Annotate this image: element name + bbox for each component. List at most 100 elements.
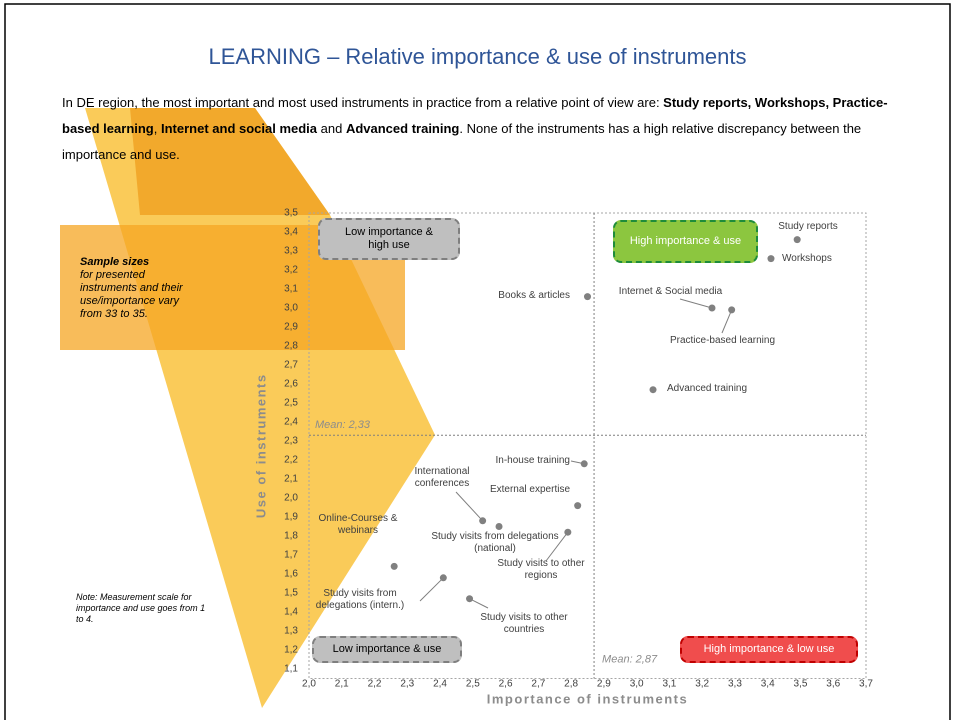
- y-tick-label: 2,2: [284, 455, 298, 466]
- quadrant-label: High importance & low use: [680, 636, 858, 663]
- x-tick-label: 2,2: [368, 679, 382, 690]
- point: [767, 255, 775, 263]
- leader-line: [419, 577, 444, 602]
- y-tick-label: 2,6: [284, 379, 298, 390]
- y-tick-label: 2,9: [284, 322, 298, 333]
- point: [728, 306, 736, 314]
- point: [564, 528, 572, 536]
- sample-note-text: for presented instruments and their use/…: [80, 269, 183, 320]
- y-tick-label: 2,5: [284, 398, 298, 409]
- point: [495, 523, 503, 530]
- slide-frame: [4, 3, 951, 720]
- y-tick-label: 1,3: [284, 626, 298, 637]
- point: [439, 574, 447, 582]
- x-tick-label: 2,3: [400, 679, 414, 690]
- y-tick-label: 2,4: [284, 417, 298, 428]
- x-axis-title: Importance of instruments: [487, 691, 688, 706]
- y-tick-label: 2,8: [284, 341, 298, 352]
- point-label: Study visits to other regions: [497, 558, 585, 581]
- point-label: Study visits to other countries: [480, 612, 568, 635]
- y-tick-label: 2,3: [284, 436, 298, 447]
- x-tick-label: 2,6: [499, 679, 513, 690]
- y-mean-label: Mean: 2,33: [315, 419, 371, 431]
- leader-line: [545, 531, 569, 562]
- x-tick-label: 2,8: [564, 679, 578, 690]
- quadrant-label: Low importance & high use: [318, 218, 460, 260]
- leader-line: [721, 309, 733, 334]
- x-tick-label: 2,7: [531, 679, 545, 690]
- x-tick-label: 3,5: [794, 679, 808, 690]
- y-tick-label: 3,1: [284, 284, 298, 295]
- y-tick-label: 3,3: [284, 246, 298, 257]
- x-tick-label: 3,1: [662, 679, 676, 690]
- plot-border: [308, 212, 867, 679]
- x-tick-label: 3,2: [695, 679, 709, 690]
- x-mean-label: Mean: 2,87: [602, 653, 658, 665]
- y-tick-label: 1,4: [284, 607, 298, 618]
- y-tick-label: 1,5: [284, 588, 298, 599]
- point-label: Online-Courses & webinars: [318, 513, 398, 536]
- intro-segment: Study reports, Workshops, Practice-based…: [62, 95, 888, 136]
- y-tick-label: 1,1: [284, 664, 298, 675]
- y-tick-label: 1,8: [284, 531, 298, 542]
- x-tick-label: 3,4: [761, 679, 775, 690]
- y-tick-label: 3,5: [284, 208, 298, 219]
- y-tick-label: 2,0: [284, 493, 298, 504]
- point: [708, 304, 716, 312]
- y-tick-label: 2,7: [284, 360, 298, 371]
- point-label: International conferences: [414, 466, 470, 489]
- quadrant-label: Low importance & use: [312, 636, 462, 663]
- slide-title: LEARNING – Relative importance & use of …: [208, 44, 747, 69]
- intro-segment: In DE region, the most important and mos…: [62, 95, 664, 110]
- point: [793, 236, 801, 244]
- x-tick-label: 2,4: [433, 679, 447, 690]
- point: [580, 460, 588, 468]
- point-label: Advanced training: [667, 383, 748, 394]
- intro-segment: Advanced training: [345, 121, 460, 136]
- quadrant-label: High importance & use: [613, 220, 758, 263]
- x-tick-label: 3,3: [728, 679, 742, 690]
- intro-text: In DE region, the most important and mos…: [62, 90, 892, 168]
- x-tick-label: 2,9: [597, 679, 611, 690]
- y-tick-label: 2,1: [284, 474, 298, 485]
- x-tick-label: 2,1: [335, 679, 349, 690]
- point-label: Practice-based learning: [669, 335, 776, 346]
- leader-line: [455, 491, 484, 522]
- x-tick-label: 3,7: [859, 679, 873, 690]
- point: [466, 595, 474, 603]
- point-label: Internet & Social media: [618, 286, 723, 297]
- sample-note: Sample sizes for presented instruments a…: [80, 256, 190, 321]
- y-tick-label: 3,0: [284, 303, 298, 314]
- y-axis-title: Use of instruments: [253, 373, 268, 518]
- point-label: Books & articles: [498, 290, 570, 301]
- y-tick-label: 3,4: [284, 227, 298, 238]
- point-label: External expertise: [489, 484, 571, 495]
- point-label: Study visits from delegations (intern.): [315, 588, 405, 611]
- y-tick-label: 1,9: [284, 512, 298, 523]
- point: [390, 562, 398, 570]
- y-tick-label: 1,2: [284, 645, 298, 656]
- point-label: Study reports: [778, 221, 838, 232]
- point: [479, 517, 487, 525]
- x-tick-label: 2,5: [466, 679, 480, 690]
- scale-note: Note: Measurement scale for importance a…: [76, 592, 206, 624]
- intro-segment: . None of the instruments has a high rel…: [62, 121, 862, 162]
- x-tick-label: 3,6: [826, 679, 840, 690]
- decor-top: [130, 108, 330, 215]
- point-label: In-house training: [495, 455, 571, 466]
- x-tick-label: 2,0: [302, 679, 316, 690]
- y-tick-label: 1,6: [284, 569, 298, 580]
- y-tick-label: 3,2: [284, 265, 298, 276]
- intro-segment: ,: [153, 121, 161, 136]
- intro-segment: Internet and social media: [160, 121, 318, 136]
- y-tick-label: 1,7: [284, 550, 298, 561]
- point: [649, 386, 657, 394]
- leader-line: [679, 298, 713, 309]
- point-label: Study visits from delegations (national): [431, 531, 559, 554]
- x-tick-label: 3,0: [630, 679, 644, 690]
- point-label: Workshops: [782, 253, 832, 264]
- point: [574, 502, 582, 510]
- sample-note-heading: Sample sizes: [80, 256, 150, 268]
- point: [584, 293, 591, 301]
